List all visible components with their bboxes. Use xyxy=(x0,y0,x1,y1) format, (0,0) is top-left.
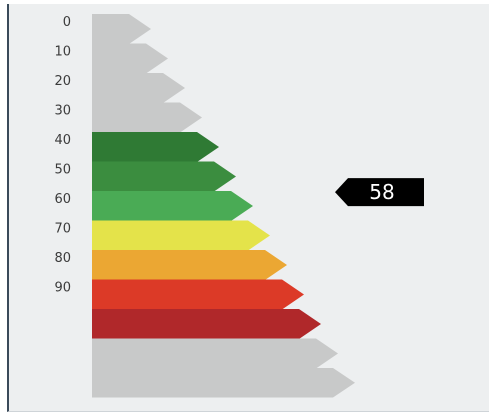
rating-band-7 xyxy=(92,220,270,251)
y-tick-label: 90 xyxy=(54,281,71,296)
y-tick-label: 50 xyxy=(54,163,71,178)
rating-band-1 xyxy=(92,43,168,74)
y-tick-label: 60 xyxy=(54,192,71,207)
y-tick-label: 30 xyxy=(54,104,71,119)
chart-frame: 0 10 20 30 40 50 60 70 80 90 58 xyxy=(7,4,489,412)
rating-band-11 xyxy=(92,338,338,369)
rating-band-6 xyxy=(92,191,253,221)
rating-band-9 xyxy=(92,279,304,310)
rating-band-3 xyxy=(92,102,202,133)
rating-band-0 xyxy=(92,14,151,44)
rating-band-2 xyxy=(92,73,185,103)
value-marker-label: 58 xyxy=(369,180,394,204)
rating-band-4 xyxy=(92,132,219,162)
energy-rating-chart: 0 10 20 30 40 50 60 70 80 90 58 xyxy=(54,14,424,398)
y-tick-label: 70 xyxy=(54,222,71,237)
rating-band-12 xyxy=(92,368,355,398)
y-tick-label: 10 xyxy=(54,45,71,60)
y-tick-label: 20 xyxy=(54,74,71,89)
y-tick-label: 0 xyxy=(63,15,71,30)
rating-band-10 xyxy=(92,309,321,339)
value-marker xyxy=(335,178,424,207)
rating-band-5 xyxy=(92,161,236,192)
y-tick-label: 40 xyxy=(54,133,71,148)
y-tick-label: 80 xyxy=(54,251,71,266)
rating-band-8 xyxy=(92,250,287,280)
